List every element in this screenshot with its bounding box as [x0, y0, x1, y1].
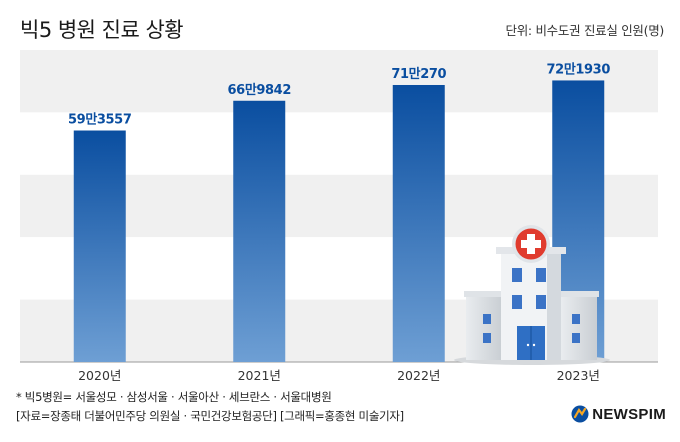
hospital-window	[512, 295, 522, 309]
bar-value-label: 71만270	[391, 66, 446, 82]
x-tick-label: 2020년	[78, 368, 121, 383]
bar-value-label: 66만9842	[228, 82, 291, 98]
hospital-main-shade	[547, 252, 561, 360]
grid-band	[20, 174, 658, 238]
grid-band	[20, 50, 658, 113]
bar-value-label: 72만1930	[547, 61, 611, 77]
bar-value-label: 59만3557	[68, 112, 132, 128]
hospital-window	[572, 333, 580, 343]
hospital-window	[536, 295, 546, 309]
x-tick-label: 2023년	[557, 368, 600, 383]
bar-2020년	[73, 130, 126, 362]
grid-band	[20, 112, 658, 175]
newspim-logo-icon	[571, 405, 589, 423]
hospital-left-wing	[466, 295, 502, 360]
hospital-window	[483, 314, 491, 324]
hospital-right-roof	[559, 291, 599, 297]
hospital-window	[536, 268, 546, 282]
hospital-right-wing	[561, 295, 597, 360]
hospital-window	[572, 314, 580, 324]
hospital-illustration	[454, 225, 610, 365]
footnote-definition: * 빅5병원= 서울성모 · 삼성서울 · 서울아산 · 세브란스 · 서울대병…	[16, 390, 332, 404]
newspim-logo-text: NEWSPIM	[592, 405, 666, 423]
x-tick-label: 2021년	[238, 368, 281, 383]
footnote-source: [자료=장종태 더불어민주당 의원실 · 국민건강보험공단] [그래픽=홍종현 …	[16, 409, 404, 423]
hospital-left-roof	[464, 291, 504, 297]
chart-title: 빅5 병원 진료 상황	[20, 18, 184, 42]
hospital-window	[483, 333, 491, 343]
bar-2021년	[233, 100, 286, 362]
bar-2022년	[392, 84, 445, 363]
hospital-window	[512, 268, 522, 282]
unit-label: 단위: 비수도권 진료실 인원(명)	[505, 23, 665, 38]
x-tick-label: 2022년	[397, 368, 440, 383]
newspim-logo: NEWSPIM	[571, 405, 666, 423]
